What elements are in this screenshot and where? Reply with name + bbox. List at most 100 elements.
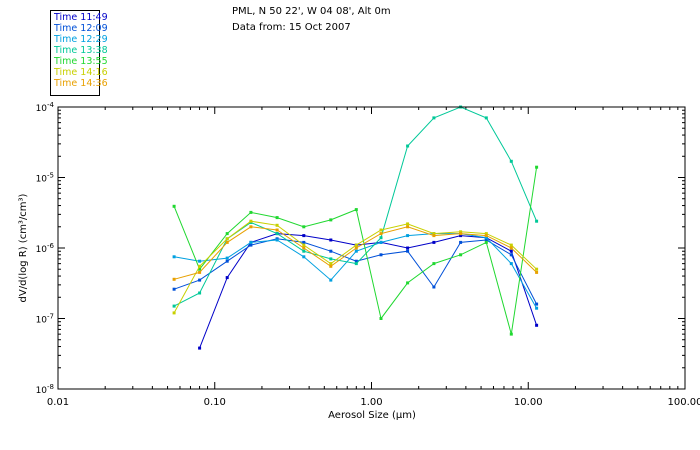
data-point (379, 240, 383, 244)
data-point (275, 238, 279, 242)
y-axis-label: dV/d(log R) (cm³/cm³) (18, 193, 29, 302)
axis-ticks: 0.01 0.10 1.00 10.00 100.00 10-8 10-7 10-6 10-5 1… (36, 101, 700, 408)
data-point (535, 323, 539, 327)
data-point (249, 240, 253, 244)
data-point (249, 243, 253, 247)
data-point (406, 281, 410, 285)
data-point (354, 259, 358, 263)
plot-frame (57, 106, 686, 390)
data-point (459, 240, 463, 244)
data-point (329, 262, 333, 266)
data-point (329, 257, 333, 261)
data-point (329, 218, 333, 222)
series-layer (172, 105, 539, 350)
data-point (302, 234, 306, 238)
data-point (329, 238, 333, 242)
data-point (484, 240, 488, 244)
data-point (198, 267, 202, 271)
data-point (275, 216, 279, 220)
data-point (406, 225, 410, 229)
data-point (302, 246, 306, 250)
data-point (172, 204, 176, 208)
data-point (275, 223, 279, 227)
chart-location-header: PML, N 50 22', W 04 08', Alt 0m (232, 6, 391, 17)
series-0 (198, 232, 539, 350)
y-tick-label: 10-8 (36, 383, 54, 396)
data-point (302, 243, 306, 247)
data-point (354, 246, 358, 250)
y-tick-label: 10-7 (36, 313, 54, 326)
data-point (432, 232, 436, 236)
data-point (459, 230, 463, 234)
data-point (484, 236, 488, 240)
data-point (249, 219, 253, 223)
data-point (172, 287, 176, 291)
data-point (406, 246, 410, 250)
data-point (172, 311, 176, 315)
data-point (198, 278, 202, 282)
series-5 (172, 219, 539, 315)
data-point (484, 232, 488, 236)
data-point (198, 259, 202, 263)
data-point (509, 262, 513, 266)
y-tick-label: 10-6 (36, 242, 55, 255)
data-point (432, 285, 436, 289)
data-point (172, 277, 176, 281)
x-axis-label: Aerosol Size (µm) (328, 410, 416, 421)
data-point (198, 291, 202, 295)
data-point (432, 240, 436, 244)
data-point (379, 317, 383, 320)
chart-date-header: Data from: 15 Oct 2007 (232, 22, 351, 33)
legend-item-1229: Time 12:29 (54, 34, 108, 45)
data-point (198, 270, 202, 274)
data-point (432, 116, 436, 120)
data-point (509, 243, 513, 247)
data-point (509, 159, 513, 163)
data-point (509, 253, 513, 257)
data-point (379, 232, 383, 236)
data-point (432, 234, 436, 238)
data-point (225, 276, 229, 280)
data-point (249, 210, 253, 214)
data-point (406, 222, 410, 226)
data-point (406, 234, 410, 238)
data-point (249, 225, 253, 229)
data-point (329, 249, 333, 253)
data-point (354, 262, 358, 266)
data-point (354, 243, 358, 247)
data-point (406, 144, 410, 148)
data-point (432, 262, 436, 266)
y-tick-label: 10-5 (36, 172, 54, 185)
data-point (459, 234, 463, 238)
data-point (535, 165, 539, 169)
data-point (225, 256, 229, 260)
data-point (509, 332, 513, 336)
x-tick-label: 0.10 (204, 397, 226, 408)
data-point (406, 249, 410, 253)
legend-item-1338: Time 13:38 (54, 45, 108, 56)
data-point (535, 306, 539, 310)
data-point (275, 232, 279, 236)
data-point (379, 253, 383, 257)
data-point (535, 302, 539, 306)
legend-item-1209: Time 12:09 (54, 23, 108, 34)
data-point (535, 219, 539, 223)
x-tick-label: 10.00 (514, 397, 543, 408)
data-point (459, 253, 463, 257)
data-point (302, 255, 306, 259)
data-point (484, 238, 488, 242)
data-point (172, 255, 176, 259)
data-point (275, 228, 279, 232)
data-point (329, 278, 333, 282)
data-point (198, 264, 202, 268)
data-point (198, 346, 202, 350)
legend: Time 11:49 Time 12:09 Time 12:29 Time 13… (50, 10, 108, 96)
data-point (354, 249, 358, 253)
legend-item-1436: Time 14:36 (54, 78, 108, 89)
data-point (302, 249, 306, 253)
data-point (172, 304, 176, 308)
legend-item-1416: Time 14:16 (54, 67, 108, 78)
data-point (225, 237, 229, 241)
data-point (225, 232, 229, 236)
